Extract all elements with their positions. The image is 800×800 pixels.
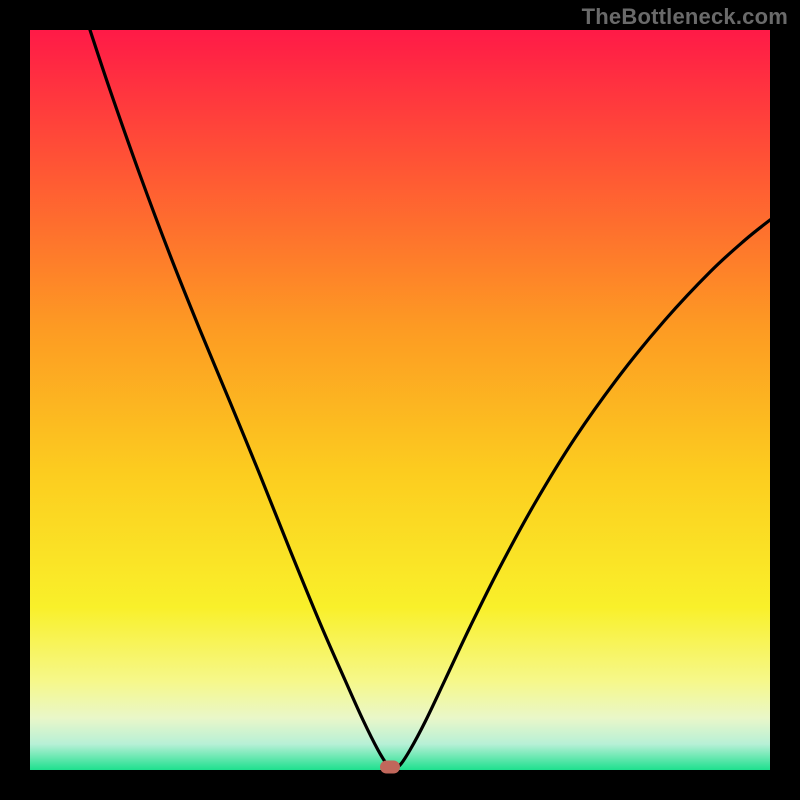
bottleneck-curve — [90, 30, 770, 769]
plot-area — [30, 30, 770, 770]
plot-background — [30, 30, 770, 770]
optimal-point-marker — [380, 761, 400, 774]
watermark-text: TheBottleneck.com — [582, 4, 788, 30]
chart-svg — [30, 30, 770, 770]
